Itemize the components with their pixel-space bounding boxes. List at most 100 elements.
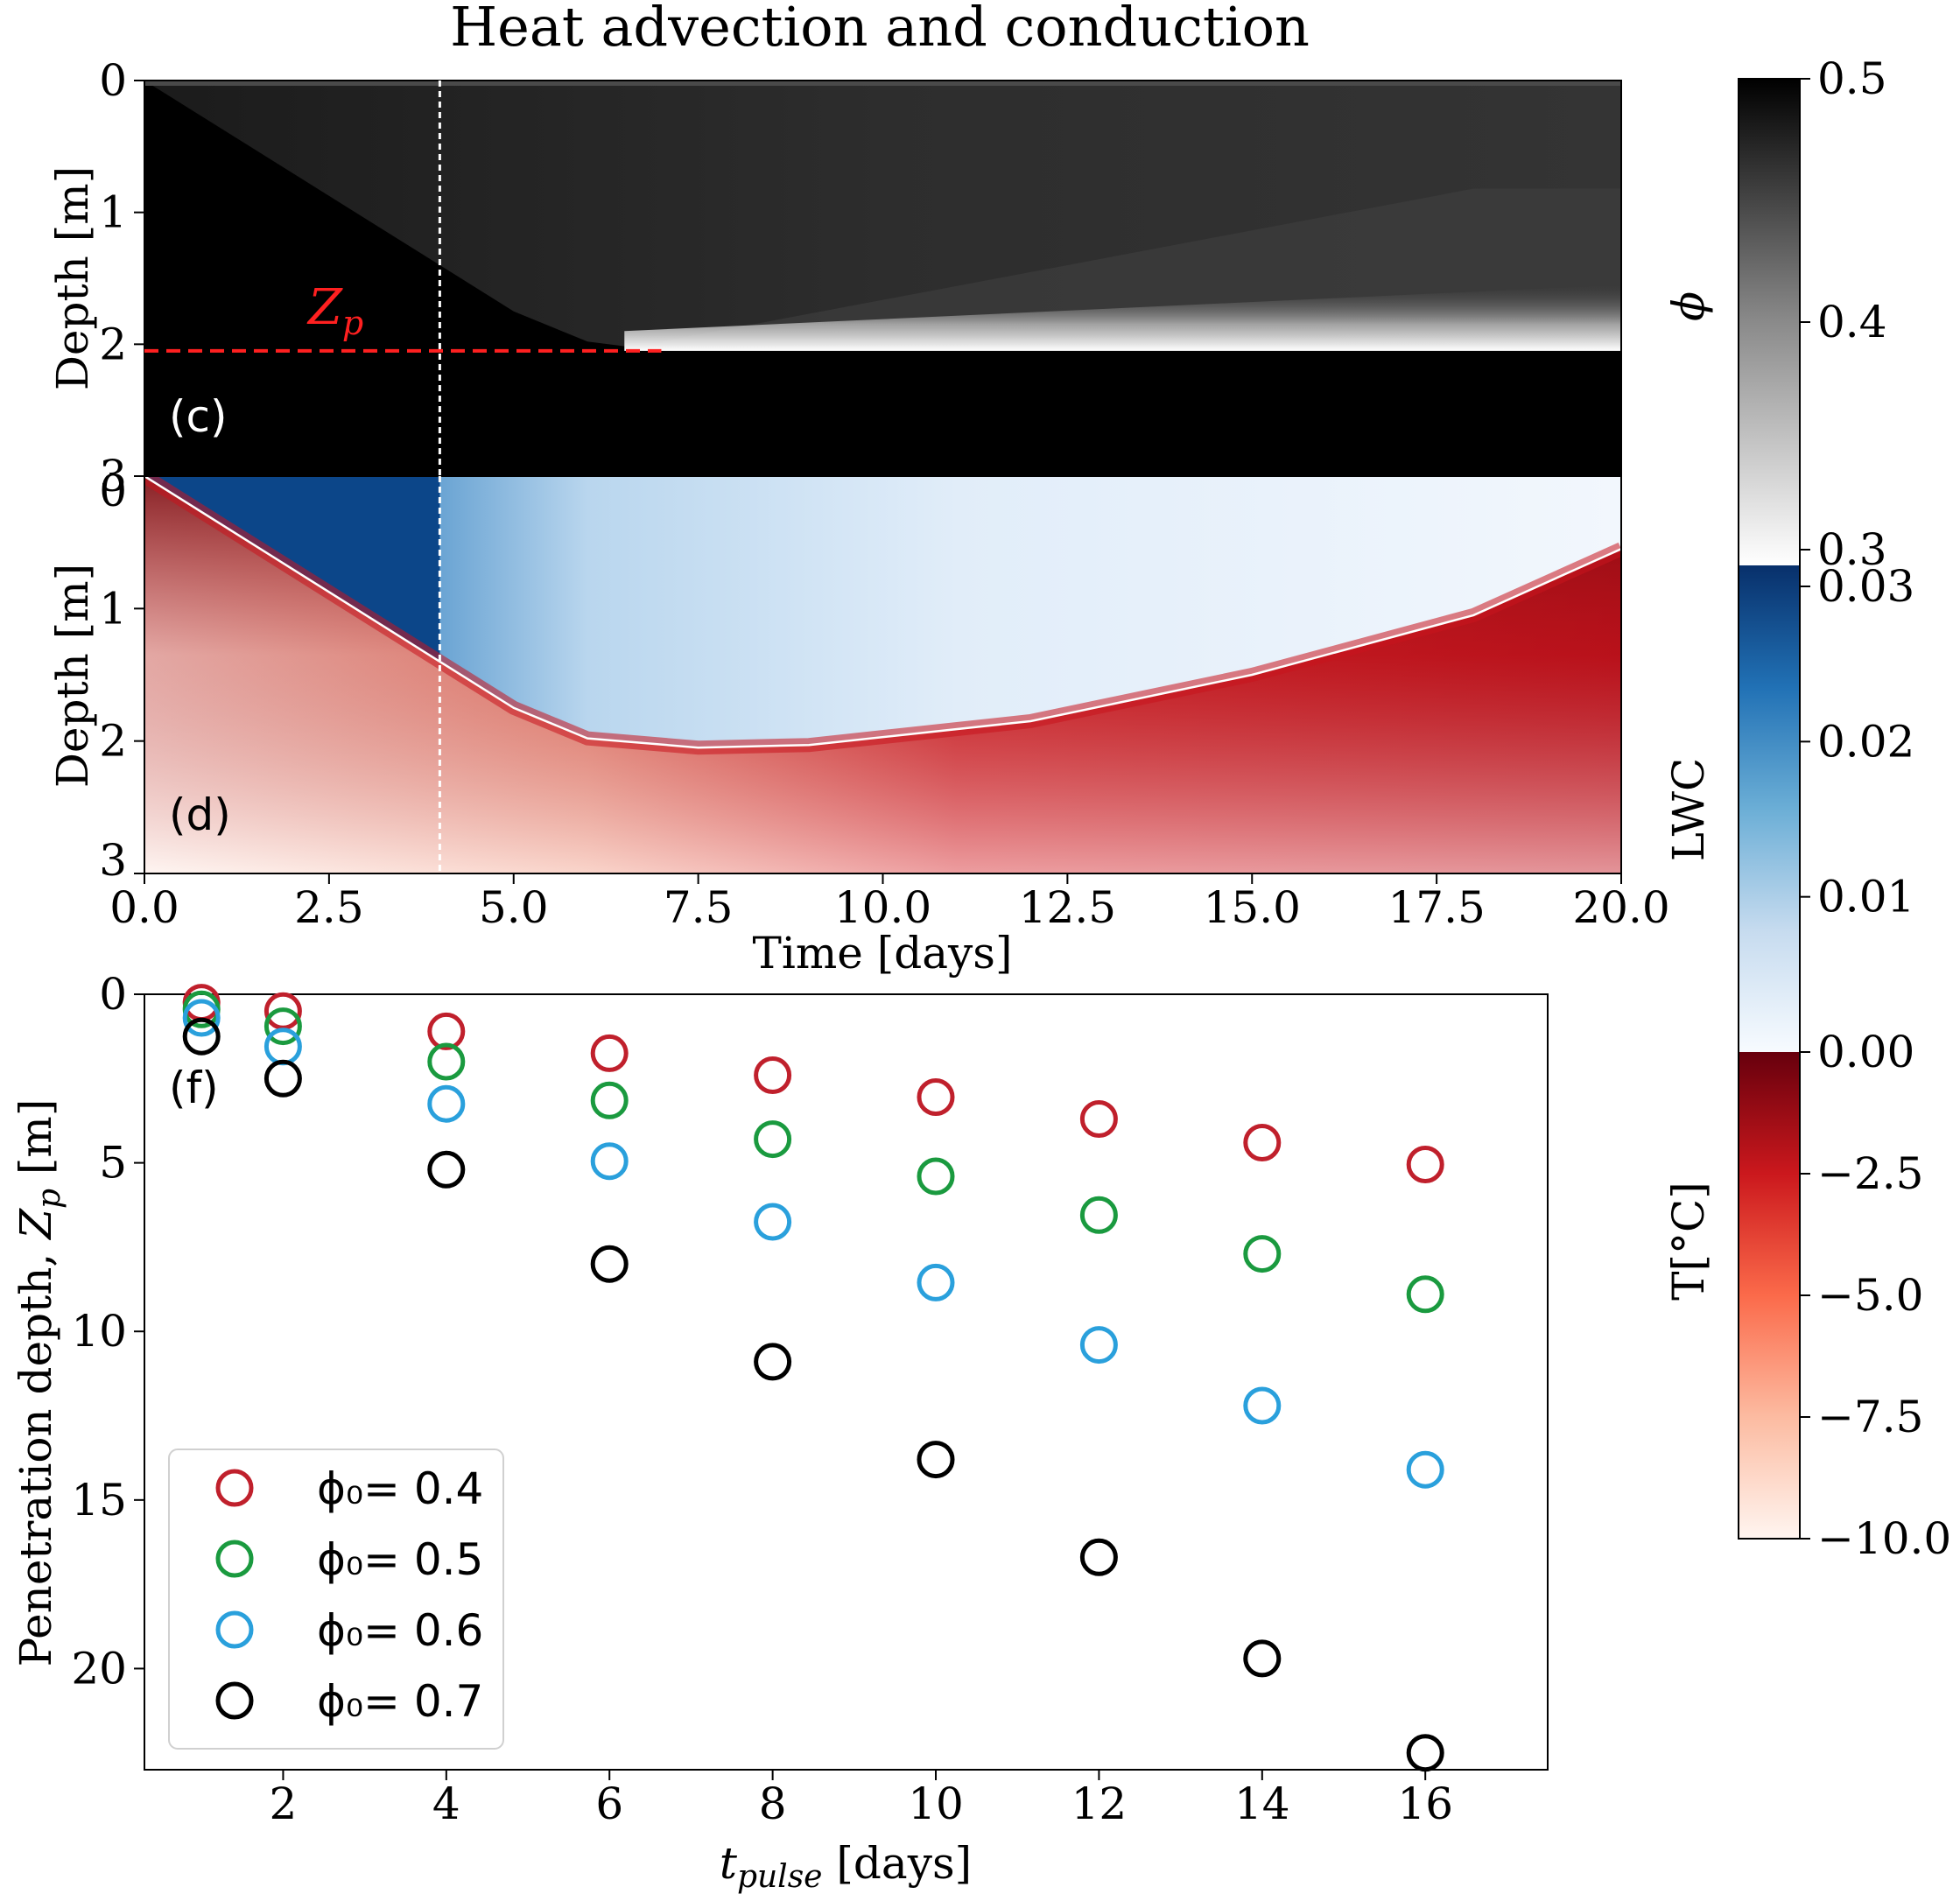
data-point-series-3 [1243, 1386, 1282, 1425]
legend-marker [215, 1610, 254, 1649]
panel-d-x-tick-label: 10.0 [834, 882, 931, 933]
data-point-series-2 [917, 1157, 955, 1196]
panel-d-x-tick-label: 12.5 [1019, 882, 1116, 933]
panel-f-y-axis-label: Penetration depth, Zp [m] [11, 1099, 67, 1667]
panel-c-surface-band [144, 81, 1621, 86]
panel-f-x-tick-label: 2 [270, 1778, 298, 1829]
data-point-series-1 [590, 1034, 629, 1072]
data-point-series-4 [1243, 1639, 1282, 1678]
colorbar-frame [1738, 78, 1801, 1540]
data-point-series-2 [263, 1007, 302, 1046]
data-point-series-4 [182, 1017, 221, 1056]
data-point-series-1 [917, 1078, 955, 1116]
data-point-series-2 [1079, 1196, 1118, 1234]
colorbar-phi-tick-label: 0.5 [1817, 53, 1887, 104]
colorbar-lwc-tick-label: 0.01 [1817, 872, 1914, 922]
panel-d-x-tick-label: 2.5 [294, 882, 364, 933]
panel-f-y-ticks: 0 5 10 15 20 [71, 969, 144, 1694]
colorbar-temperature-label: T[°C] [1663, 1182, 1714, 1301]
data-point-series-4 [427, 1150, 466, 1189]
data-point-series-4 [590, 1245, 629, 1283]
panel-f-x-axis-label: tpulse [days] [720, 1838, 972, 1894]
legend-label: ϕ₀= 0.7 [317, 1676, 483, 1727]
data-point-series-1 [1406, 1146, 1444, 1183]
colorbar-phi-tick-label: 0.3 [1817, 524, 1887, 575]
panel-c-y-axis-label: Depth [m] [47, 166, 98, 390]
panel-f-x-tick-label: 10 [908, 1778, 964, 1829]
colorbar-temperature-tick-label: −2.5 [1817, 1148, 1923, 1199]
legend-marker [215, 1469, 254, 1507]
panel-c-y-tick-label: 3 [99, 451, 127, 502]
panel-f-x-ticks: 2 4 6 8 10 12 14 16 [270, 1770, 1453, 1829]
data-point-series-2 [1243, 1235, 1282, 1273]
data-point-series-2 [754, 1120, 792, 1159]
panel-f-legend: ϕ₀= 0.4 ϕ₀= 0.5 ϕ₀= 0.6 ϕ₀= 0.7 [168, 1449, 504, 1750]
colorbar: 0.5 0.4 0.30.03 0.02 0.01 0.00 −2.5 −5.0 −7.5 −10… [1663, 53, 1951, 1564]
panel-d-y-axis-label: Depth [m] [47, 564, 98, 788]
panel-d-wetting-front-line [144, 476, 1621, 749]
data-point-series-1 [754, 1056, 792, 1094]
data-point-series-2 [427, 1042, 466, 1081]
colorbar-lwc-tick-label: 0.03 [1817, 561, 1914, 612]
data-point-series-3 [182, 999, 221, 1037]
data-point-series-4 [917, 1441, 955, 1479]
panel-f-y-tick-label: 20 [71, 1643, 127, 1694]
panel-c-porosity-heatmap [144, 81, 1621, 476]
panel-d-y-ticks: 0 1 2 3 [99, 466, 144, 886]
panel-f-y-tick-label: 15 [71, 1475, 127, 1526]
colorbar-phi-segment [1739, 79, 1800, 565]
panel-c-wetting-front-region [144, 81, 1621, 476]
colorbar-ticks: 0.5 0.4 0.30.03 0.02 0.01 0.00 −2.5 −5.0 −7.5 −10… [1800, 53, 1951, 1564]
figure-title: Heat advection and conduction [450, 0, 1310, 59]
panel-label-f: (f) [169, 1063, 219, 1113]
panel-d-y-tick-label: 3 [99, 835, 127, 886]
panel-c-y-tick-label: 0 [99, 55, 127, 106]
panel-d-x-tick-label: 5.0 [479, 882, 549, 933]
legend-marker [215, 1681, 254, 1720]
panel-f-x-tick-label: 12 [1071, 1778, 1128, 1829]
panel-f-y-tick-label: 5 [99, 1138, 127, 1189]
panel-f-x-tick-label: 6 [595, 1778, 623, 1829]
data-point-series-1 [1243, 1124, 1282, 1161]
colorbar-temperature-tick-label: −10.0 [1817, 1513, 1951, 1564]
panel-c-y-ticks: 0 1 2 3 [99, 55, 144, 502]
colorbar-lwc-tick-label: 0.02 [1817, 716, 1914, 767]
legend-label: ϕ₀= 0.5 [317, 1534, 483, 1585]
panel-d-y-tick-label: 0 [99, 466, 127, 516]
colorbar-lwc-tick-label: 0.00 [1817, 1027, 1914, 1077]
panel-d-lwc-temperature-heatmap [144, 476, 1621, 873]
data-point-series-4 [1079, 1538, 1118, 1576]
data-point-series-2 [1406, 1275, 1444, 1314]
panel-d-x-ticks: 0.0 2.5 5.0 7.5 10.0 12.5 15.0 17.5 20.0 [109, 873, 1670, 933]
panel-f-data-points [182, 984, 1444, 1772]
colorbar-lwc-segment [1739, 565, 1800, 1052]
panel-f-x-tick-label: 16 [1397, 1778, 1453, 1829]
panel-f-x-tick-label: 14 [1234, 1778, 1290, 1829]
data-point-series-3 [754, 1203, 792, 1241]
panel-d-x-tick-label: 7.5 [664, 882, 734, 933]
data-point-series-4 [263, 1059, 302, 1098]
panel-label-c: (c) [169, 391, 228, 442]
colorbar-temperature-segment [1739, 1052, 1800, 1539]
data-point-series-3 [1079, 1326, 1118, 1364]
legend-label: ϕ₀= 0.4 [317, 1463, 483, 1514]
legend-label: ϕ₀= 0.6 [317, 1605, 483, 1656]
panel-d-x-tick-label: 20.0 [1572, 882, 1669, 933]
data-point-series-2 [590, 1081, 629, 1119]
data-point-series-4 [1406, 1734, 1444, 1772]
legend-marker [215, 1540, 254, 1578]
colorbar-phi-tick-label: 0.4 [1817, 297, 1887, 347]
data-point-series-3 [590, 1142, 629, 1181]
panel-f-x-tick-label: 8 [759, 1778, 787, 1829]
panel-d-x-tick-label: 15.0 [1204, 882, 1301, 933]
panel-d-y-tick-label: 1 [99, 583, 127, 634]
panel-c-y-tick-label: 2 [99, 319, 127, 369]
panel-d-wet-region [144, 476, 1621, 748]
panel-d-y-tick-label: 2 [99, 716, 127, 767]
data-point-series-1 [427, 1012, 466, 1050]
panel-d-x-axis-label: Time [days] [753, 928, 1013, 979]
panel-f-x-tick-label: 4 [432, 1778, 460, 1829]
data-point-series-3 [427, 1084, 466, 1123]
panel-f-y-tick-label: 10 [71, 1306, 127, 1357]
